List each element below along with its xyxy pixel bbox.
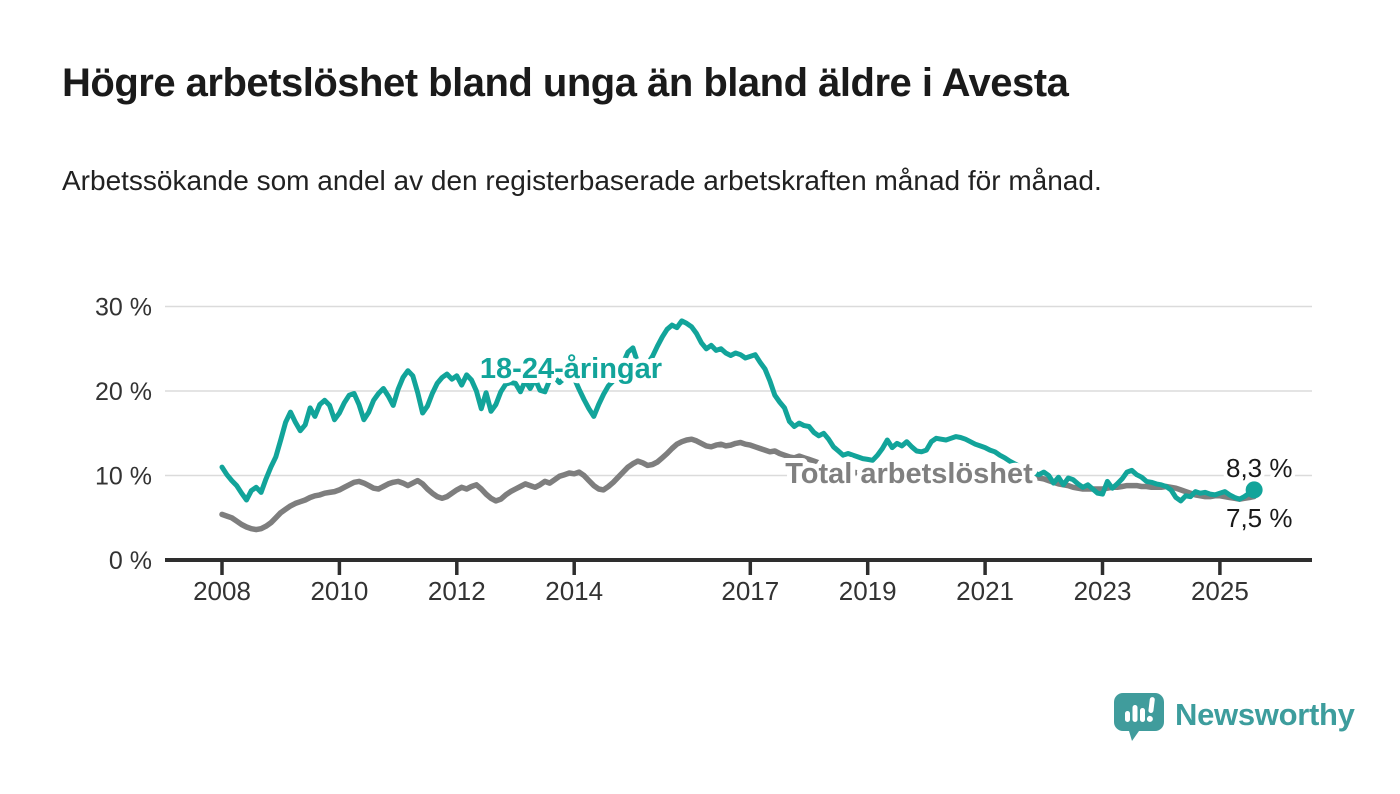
x-tick-label: 2012 bbox=[428, 576, 486, 606]
x-tick-label: 2017 bbox=[721, 576, 779, 606]
end-value-label-total: 7,5 % bbox=[1226, 503, 1293, 533]
x-tick-label: 2025 bbox=[1191, 576, 1249, 606]
x-tick-label: 2010 bbox=[310, 576, 368, 606]
x-tick-label: 2019 bbox=[839, 576, 897, 606]
newsworthy-logo-text: Newsworthy bbox=[1175, 697, 1355, 732]
page-subtitle: Arbetssökande som andel av den registerb… bbox=[62, 165, 1102, 196]
series-end-dot bbox=[1245, 481, 1263, 499]
page-title: Högre arbetslöshet bland unga än bland ä… bbox=[62, 61, 1069, 105]
logo-bars bbox=[1125, 705, 1145, 722]
y-tick-label: 30 % bbox=[95, 294, 152, 322]
series-line-total bbox=[219, 436, 1257, 533]
newsworthy-logo-icon bbox=[1114, 693, 1164, 741]
x-tick-label: 2021 bbox=[956, 576, 1014, 606]
x-tick-label: 2023 bbox=[1074, 576, 1132, 606]
y-tick-label: 20 % bbox=[95, 378, 152, 406]
x-tick-label: 2008 bbox=[193, 576, 251, 606]
speech-bubble-shape bbox=[1114, 693, 1164, 741]
logo-exclamation bbox=[1146, 697, 1155, 722]
y-tick-label: 10 % bbox=[95, 463, 152, 491]
series-label-youth: 18-24-åringar bbox=[480, 353, 662, 385]
series-line-youth bbox=[219, 318, 1257, 504]
series-label-total: Total arbetslöshet bbox=[785, 458, 1033, 490]
end-value-label-youth: 8,3 % bbox=[1226, 453, 1293, 483]
x-tick-label: 2014 bbox=[545, 576, 603, 606]
newsworthy-logo: Newsworthy bbox=[1113, 688, 1355, 742]
y-tick-label: 0 % bbox=[109, 547, 152, 575]
